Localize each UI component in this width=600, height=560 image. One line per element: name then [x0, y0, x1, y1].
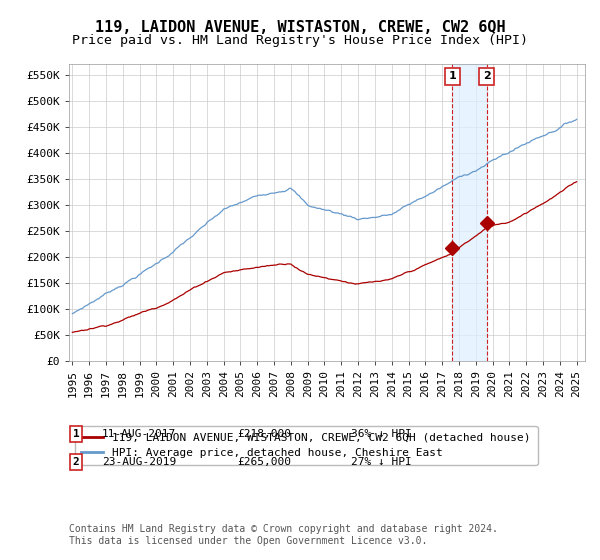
- Text: £265,000: £265,000: [237, 457, 291, 467]
- Text: 119, LAIDON AVENUE, WISTASTON, CREWE, CW2 6QH: 119, LAIDON AVENUE, WISTASTON, CREWE, CW…: [95, 20, 505, 35]
- Legend: 119, LAIDON AVENUE, WISTASTON, CREWE, CW2 6QH (detached house), HPI: Average pri: 119, LAIDON AVENUE, WISTASTON, CREWE, CW…: [74, 426, 538, 465]
- Text: £218,000: £218,000: [237, 429, 291, 439]
- Text: 2: 2: [73, 457, 80, 467]
- Text: 1: 1: [73, 429, 80, 439]
- Text: 27% ↓ HPI: 27% ↓ HPI: [351, 457, 412, 467]
- Text: Contains HM Land Registry data © Crown copyright and database right 2024.
This d: Contains HM Land Registry data © Crown c…: [69, 524, 498, 546]
- Text: 2: 2: [482, 71, 490, 81]
- Bar: [452, 64, 487, 361]
- Text: 11-AUG-2017: 11-AUG-2017: [102, 429, 176, 439]
- Text: 23-AUG-2019: 23-AUG-2019: [102, 457, 176, 467]
- Text: Price paid vs. HM Land Registry's House Price Index (HPI): Price paid vs. HM Land Registry's House …: [72, 34, 528, 46]
- Text: 1: 1: [449, 71, 456, 81]
- Text: 36% ↓ HPI: 36% ↓ HPI: [351, 429, 412, 439]
